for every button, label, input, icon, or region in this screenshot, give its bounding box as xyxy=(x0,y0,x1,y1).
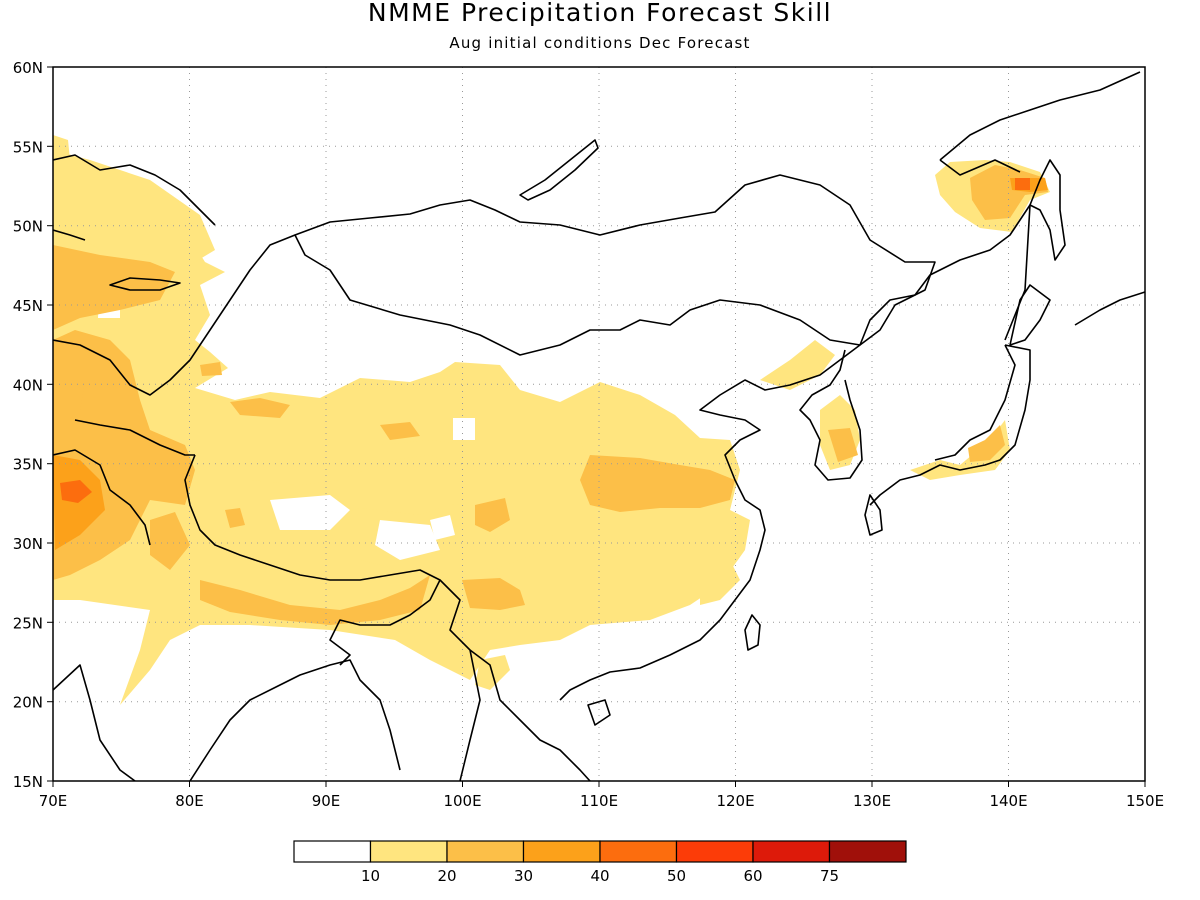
south-asia-coast xyxy=(53,659,401,781)
japan-hokkaido xyxy=(1009,284,1051,346)
lon-label-110e: 110E xyxy=(580,792,618,810)
colorbar-label-50: 50 xyxy=(667,867,686,885)
colorbar-swatch-0 xyxy=(293,840,372,863)
shading-pakistan-high xyxy=(53,455,105,550)
lon-label-130e: 130E xyxy=(853,792,891,810)
map-subtitle: Aug initial conditions Dec Forecast xyxy=(449,34,751,52)
sakhalin xyxy=(1029,159,1066,261)
colorbar-label-20: 20 xyxy=(437,867,456,885)
shading-east-coast xyxy=(700,560,740,605)
lat-label-30n: 30N xyxy=(13,535,43,553)
lon-label-150e: 150E xyxy=(1126,792,1164,810)
shading-tibet-streak xyxy=(380,422,420,440)
shading-hindu-kush xyxy=(80,380,125,430)
kuril-coast xyxy=(1074,291,1145,326)
lat-label-15n: 15N xyxy=(13,773,43,791)
lat-label-45n: 45N xyxy=(13,297,43,315)
okhotsk-coast xyxy=(939,71,1141,176)
central-asia-borders xyxy=(53,234,296,546)
colorbar-swatch-7 xyxy=(828,840,907,863)
lat-label-60n: 60N xyxy=(13,59,43,77)
lon-label-70e: 70E xyxy=(39,792,68,810)
himalaya-border xyxy=(184,454,441,666)
lat-label-55n: 55N xyxy=(13,138,43,156)
lat-label-25n: 25N xyxy=(13,614,43,632)
taiwan xyxy=(744,614,761,651)
lon-label-120e: 120E xyxy=(716,792,754,810)
shading-yunnan xyxy=(462,578,525,610)
shading-pakistan-peak xyxy=(60,480,92,503)
shading-japan-core xyxy=(968,425,1005,462)
southeast-asia xyxy=(439,579,591,781)
colorbar-swatch-2 xyxy=(446,840,525,863)
hainan xyxy=(587,699,611,726)
shading-myanmar-band xyxy=(200,575,430,625)
lon-label-90e: 90E xyxy=(312,792,341,810)
shading-yangtze xyxy=(580,455,735,512)
shading-west-lobe xyxy=(150,512,190,570)
lat-label-40n: 40N xyxy=(13,376,43,394)
colorbar-swatch-3 xyxy=(522,840,601,863)
colorbar: 10 20 30 40 50 60 75 xyxy=(293,840,907,885)
colorbar-label-10: 10 xyxy=(361,867,380,885)
colorbar-swatch-4 xyxy=(599,840,678,863)
korea-coast xyxy=(799,349,863,481)
shading-okhotsk-peak xyxy=(1015,178,1030,190)
japan-honshu xyxy=(869,344,1031,506)
shading-korea-core xyxy=(828,428,858,462)
shading-northwest-lobe xyxy=(53,150,215,265)
colorbar-swatch-5 xyxy=(675,840,754,863)
skill-shading xyxy=(53,135,1050,705)
colorbar-label-40: 40 xyxy=(590,867,609,885)
colorbar-swatch-6 xyxy=(752,840,831,863)
shading-west-region xyxy=(53,135,750,705)
lake-baikal xyxy=(519,139,599,201)
lat-label-20n: 20N xyxy=(13,694,43,712)
china-coast xyxy=(559,204,1031,701)
shading-korea-north xyxy=(760,340,835,390)
colorbar-label-60: 60 xyxy=(743,867,762,885)
shading-central-band xyxy=(200,430,590,485)
map-title: NMME Precipitation Forecast Skill xyxy=(367,0,833,27)
lon-label-80e: 80E xyxy=(175,792,204,810)
northwest-coast xyxy=(53,154,216,241)
japan-kyushu xyxy=(864,494,883,536)
tick-marks xyxy=(47,66,1146,787)
coastlines-borders xyxy=(53,71,1145,781)
shading-kazakh-core xyxy=(53,245,175,330)
lat-label-50n: 50N xyxy=(13,218,43,236)
lon-label-140e: 140E xyxy=(989,792,1027,810)
lon-label-100e: 100E xyxy=(443,792,481,810)
mongolia-border xyxy=(294,174,936,356)
colorbar-label-75: 75 xyxy=(820,867,839,885)
shading-sichuan-small xyxy=(475,498,510,532)
balkhash xyxy=(109,277,181,291)
shading-small-2 xyxy=(200,362,222,376)
colorbar-swatch-1 xyxy=(369,840,448,863)
shading-small-1 xyxy=(225,508,245,528)
colorbar-label-30: 30 xyxy=(514,867,533,885)
lat-label-35n: 35N xyxy=(13,456,43,474)
shading-central-streak xyxy=(230,398,290,418)
